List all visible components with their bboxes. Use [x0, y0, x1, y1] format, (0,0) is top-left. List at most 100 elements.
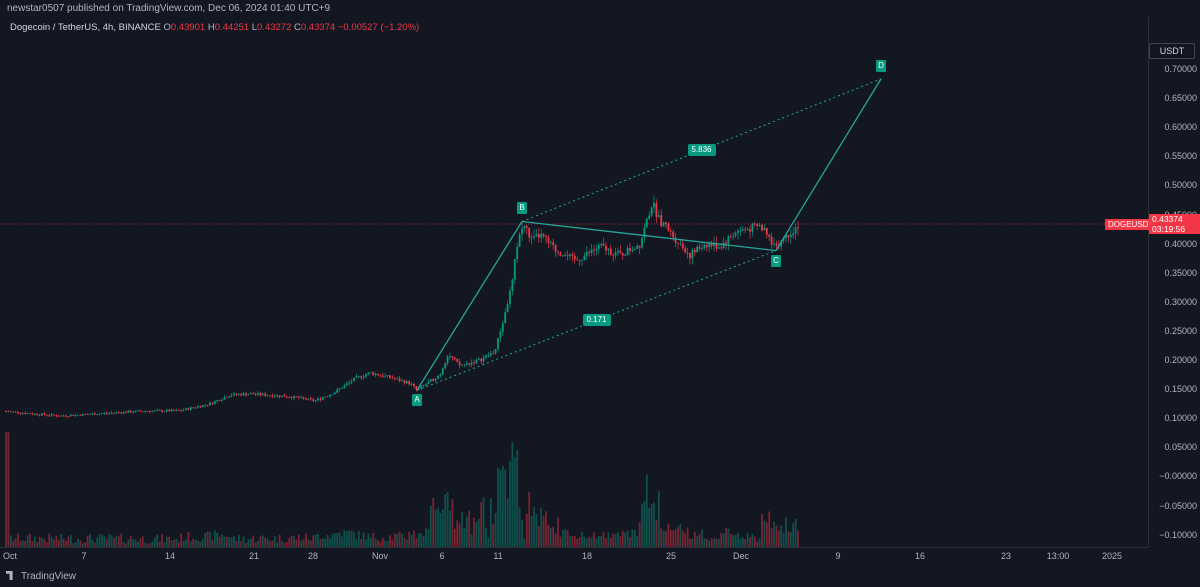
volume-bar	[746, 533, 749, 547]
candle-body	[689, 253, 691, 259]
volume-bar	[161, 534, 163, 547]
candle-body	[739, 230, 742, 232]
volume-bar	[53, 539, 55, 547]
price-tick-label: −0.05000	[1159, 500, 1197, 511]
candle-body	[492, 353, 495, 355]
ratio-label-bd[interactable]: 5.836	[687, 144, 716, 157]
candle-body	[415, 386, 418, 390]
volume-bar	[753, 536, 756, 547]
candle-body	[309, 398, 312, 400]
ratio-label-ac[interactable]: 0.171	[582, 314, 611, 327]
candle-body	[38, 414, 41, 416]
candle-body	[158, 410, 161, 411]
volume-bar	[137, 541, 139, 547]
candle-body	[69, 414, 72, 417]
volume-bar	[533, 507, 535, 547]
volume-bar	[509, 461, 511, 547]
candle-body	[374, 373, 377, 375]
volume-bar	[151, 541, 154, 547]
volume-bar	[7, 432, 10, 547]
candle-body	[713, 242, 715, 247]
time-axis[interactable]: Oct 7 14 21 28 Nov 6 11 18 25 Dec 9 16 23 13:00 2025	[0, 547, 1148, 566]
candle-body	[619, 251, 622, 254]
candle-body	[518, 234, 521, 247]
pattern-point-d[interactable]: D	[876, 59, 886, 72]
volume-bar	[487, 537, 490, 547]
volume-bar	[19, 541, 22, 547]
volume-bar	[353, 532, 355, 547]
volume-bar	[785, 517, 787, 547]
volume-bar	[770, 528, 773, 547]
volume-bar	[763, 520, 766, 547]
volume-bar	[108, 534, 111, 547]
candle-body	[348, 382, 351, 384]
volume-bar	[609, 537, 612, 547]
volume-bar	[535, 514, 538, 547]
currency-label[interactable]: USDT	[1149, 43, 1195, 59]
volume-bar	[290, 535, 293, 547]
pattern-point-b[interactable]: B	[517, 202, 527, 215]
candle-body	[432, 379, 435, 381]
price-chart[interactable]	[0, 17, 1148, 547]
volume-bar	[468, 510, 471, 547]
pattern-leg-cd	[775, 78, 882, 251]
candle-body	[537, 234, 540, 238]
candle-body	[566, 255, 569, 257]
volume-bar	[405, 539, 408, 547]
volume-bar	[425, 528, 427, 547]
volume-bar	[470, 534, 473, 547]
candle-body	[163, 411, 166, 413]
volume-bar	[564, 529, 567, 547]
volume-bar	[163, 542, 166, 547]
candle-body	[278, 395, 281, 397]
candle-body	[665, 222, 667, 225]
candle-body	[422, 385, 425, 387]
candle-body	[317, 398, 319, 401]
candle-body	[132, 412, 135, 413]
volume-bar	[389, 535, 391, 547]
volume-bar	[499, 469, 502, 547]
symbol-line[interactable]: Dogecoin / TetherUS, 4h, BINANCE	[10, 22, 161, 33]
tradingview-logo[interactable]: TradingView	[6, 571, 76, 582]
candle-body	[240, 394, 243, 396]
volume-bar	[206, 531, 209, 547]
price-axis[interactable]: USDT 0.70000 0.65000 0.60000 0.55000 0.50000…	[1148, 17, 1200, 547]
pattern-point-c[interactable]: C	[771, 254, 781, 267]
volume-bar	[192, 538, 195, 547]
candle-body	[182, 409, 185, 411]
candle-body	[487, 355, 490, 357]
volume-bar	[597, 535, 600, 547]
candle-body	[504, 312, 507, 324]
candle-body	[607, 248, 610, 251]
candle-body	[372, 372, 375, 375]
published-header: newstar0507 published on TradingView.com…	[0, 0, 1200, 17]
candle-body	[65, 415, 67, 417]
candle-body	[741, 229, 744, 231]
volume-bar	[307, 539, 310, 547]
volume-bar	[235, 540, 238, 547]
candle-body	[549, 242, 552, 243]
volume-bar	[77, 538, 79, 547]
candle-body	[297, 397, 300, 399]
candle-body	[614, 252, 617, 256]
volume-bar	[31, 540, 34, 547]
volume-bar	[773, 521, 775, 547]
volume-bar	[367, 533, 370, 547]
footer: TradingView	[0, 566, 1200, 587]
volume-bar	[379, 541, 382, 547]
volume-bar	[674, 529, 677, 547]
volume-bar	[194, 539, 197, 547]
low-key: L	[251, 22, 258, 33]
volume-bar	[492, 524, 495, 547]
volume-bar	[242, 536, 245, 547]
candle-body	[228, 396, 231, 398]
volume-bar	[463, 528, 466, 547]
candle-body	[264, 393, 267, 396]
pattern-point-a[interactable]: A	[412, 394, 422, 407]
candle-body	[362, 376, 365, 378]
volume-bar	[156, 534, 159, 547]
volume-bar	[81, 543, 84, 547]
candle-body	[285, 396, 288, 398]
volume-bar	[261, 535, 264, 547]
candle-body	[489, 353, 492, 356]
